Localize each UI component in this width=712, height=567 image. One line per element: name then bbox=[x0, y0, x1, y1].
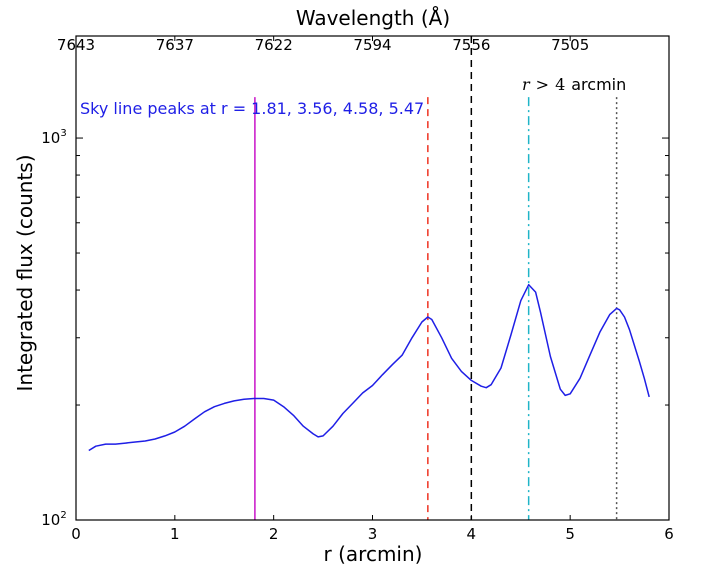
plot-area bbox=[88, 36, 650, 520]
top-tick-label: 7594 bbox=[353, 36, 391, 54]
top-axis-title: Wavelength (Å) bbox=[296, 6, 450, 30]
y-tick-label: 103 bbox=[41, 128, 66, 147]
annotations: Sky line peaks at r = 1.81, 3.56, 4.58, … bbox=[80, 75, 626, 118]
y-axis: 102 103 bbox=[41, 128, 669, 529]
x-axis: 0 1 2 3 4 5 6 bbox=[71, 36, 674, 543]
x-tick-label: 5 bbox=[565, 525, 575, 543]
series-line-0 bbox=[88, 283, 650, 452]
x-tick-label: 1 bbox=[170, 525, 180, 543]
annotation-peaks: Sky line peaks at r = 1.81, 3.56, 4.58, … bbox=[80, 99, 424, 118]
top-tick-label: 7505 bbox=[551, 36, 589, 54]
top-tick-label: 7556 bbox=[452, 36, 490, 54]
x-tick-label: 0 bbox=[71, 525, 81, 543]
x-tick-label: 3 bbox=[368, 525, 378, 543]
x-tick-label: 2 bbox=[269, 525, 279, 543]
top-tick-label: 7622 bbox=[255, 36, 293, 54]
y-tick-label: 102 bbox=[41, 510, 66, 529]
top-axis: 7643 7637 7622 7594 7556 7505 bbox=[57, 36, 589, 54]
x-tick-label: 4 bbox=[467, 525, 477, 543]
y-axis-title: Integrated flux (counts) bbox=[13, 154, 37, 391]
x-axis-title: r (arcmin) bbox=[324, 542, 423, 566]
x-tick-label: 6 bbox=[664, 525, 674, 543]
annotation-region: r >4 arcmin bbox=[522, 75, 626, 94]
top-tick-label: 7637 bbox=[156, 36, 194, 54]
